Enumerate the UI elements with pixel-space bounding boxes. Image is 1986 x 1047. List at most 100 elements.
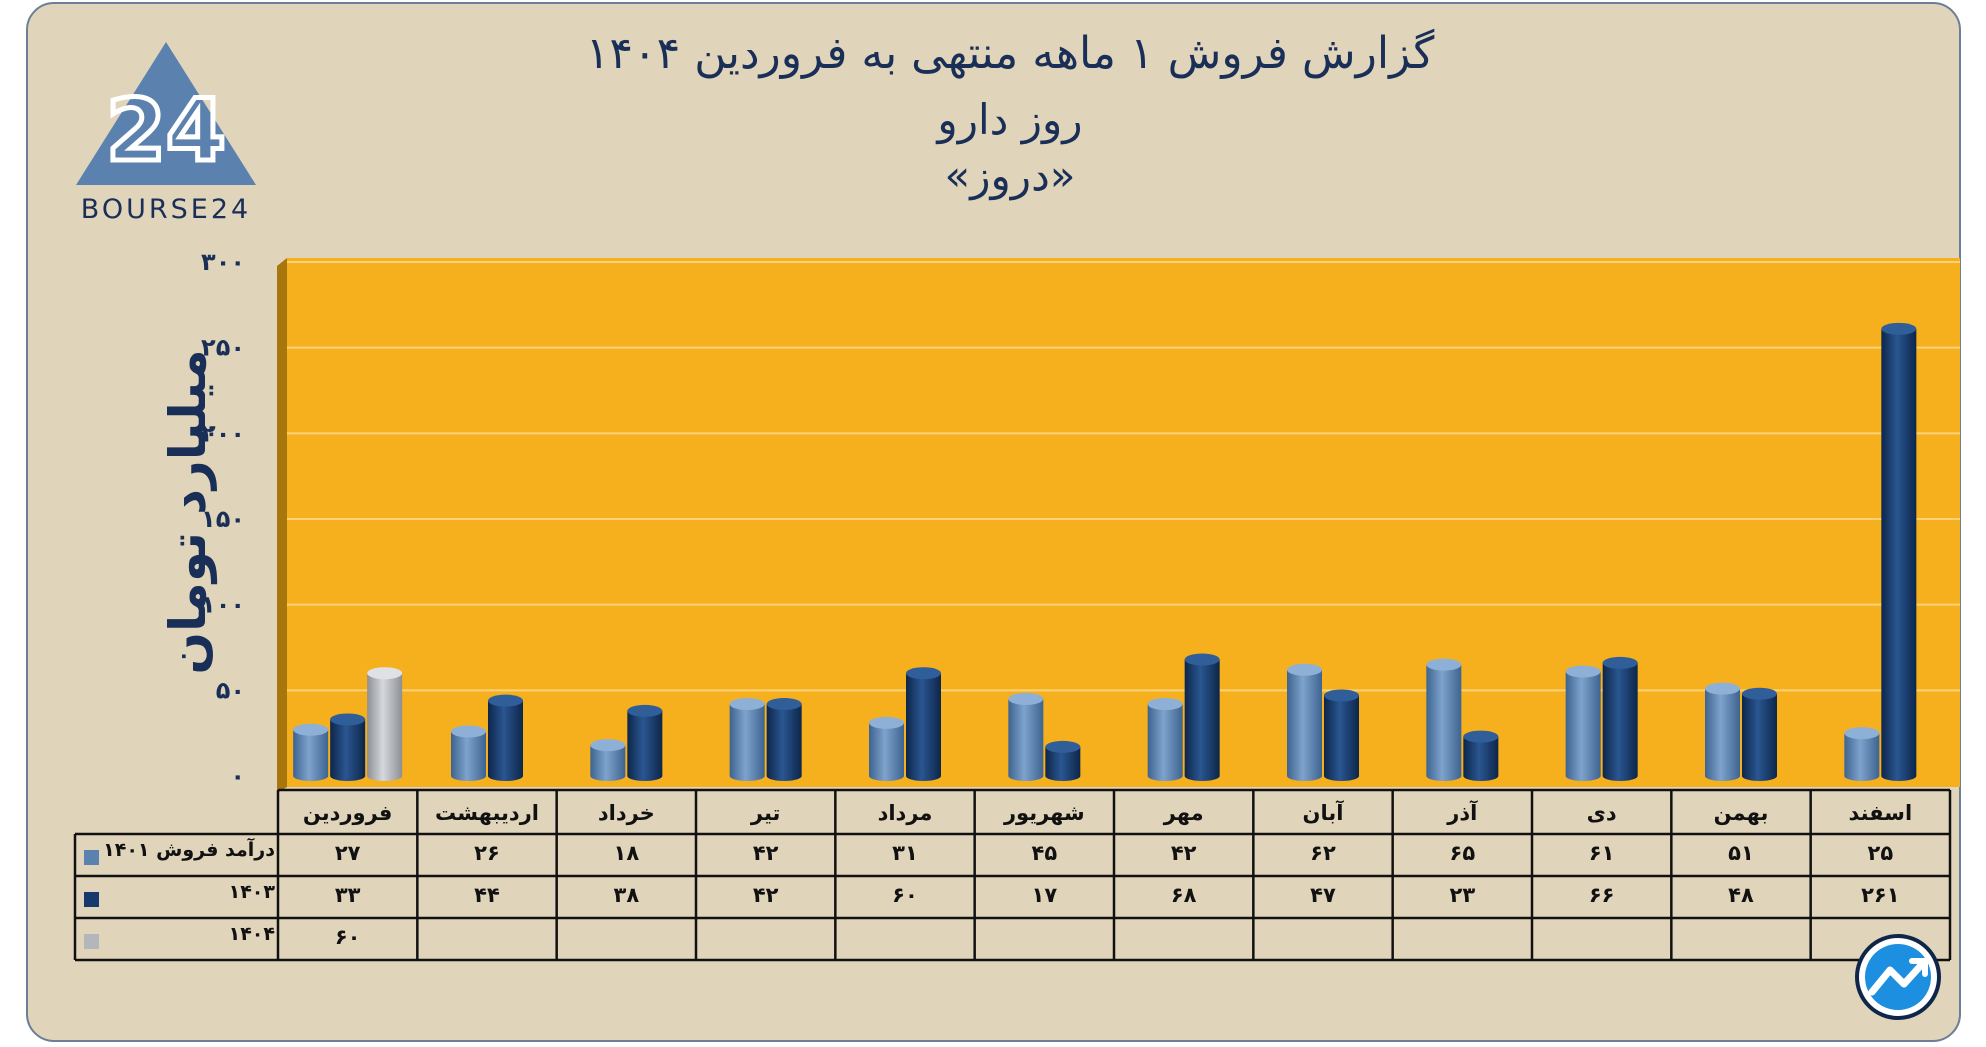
title-line-1: گزارش فروش ۱ ماهه منتهی به فروردین ۱۴۰۴ (586, 28, 1435, 79)
bar-cap (869, 716, 904, 729)
bar-base (766, 771, 802, 781)
bar-base (1426, 771, 1462, 781)
bar (1426, 664, 1462, 776)
y-tick-label: ۱۰۰ (201, 591, 245, 619)
bar-cap (1184, 653, 1220, 666)
category-label: فروردین (303, 801, 393, 825)
bar (1463, 736, 1499, 776)
bar-cap (1565, 665, 1601, 678)
bar-cap (1287, 663, 1322, 676)
bar-cap (330, 713, 366, 726)
bar-base (488, 771, 523, 781)
data-label: ۲۵ (1868, 841, 1894, 865)
logo-mark: 24 (106, 81, 226, 181)
data-label: ۶۰ (892, 883, 918, 907)
logo: 24 BOURSE24 (76, 42, 256, 225)
data-label: ۴۴ (474, 883, 500, 907)
bar-base (293, 771, 329, 781)
logo-text: BOURSE24 (81, 194, 251, 225)
bar-cap (1045, 740, 1081, 753)
bar (1844, 733, 1880, 776)
logo-triangle-icon (76, 42, 256, 185)
bar-cap (766, 698, 802, 711)
data-label: ۶۲ (1310, 841, 1336, 865)
legend-entry: ۱۴۰۳ (229, 881, 276, 903)
category-label: اردیبهشت (435, 801, 539, 825)
bar-cap (729, 698, 765, 711)
bar (1881, 328, 1917, 776)
bar-cap (1844, 727, 1880, 740)
data-label: ۳۳ (335, 883, 361, 907)
bar-base (1184, 771, 1220, 781)
bar-base (1881, 771, 1917, 781)
trend-chart-icon (1855, 934, 1941, 1020)
bar-base (590, 771, 626, 781)
bar (869, 722, 904, 776)
y-tick-label: ۲۵۰ (201, 334, 245, 362)
bar-cap (451, 725, 486, 738)
data-label: ۶۱ (1589, 841, 1615, 865)
data-label: ۱۸ (614, 841, 640, 865)
plot-background (287, 258, 1960, 787)
bar-base (906, 771, 941, 781)
data-label: ۴۲ (753, 841, 779, 865)
title-line-3: «دروز» (945, 151, 1076, 200)
bar-cap (488, 694, 523, 707)
data-label: ۶۰ (335, 925, 361, 949)
bar (1565, 671, 1601, 776)
bar-cap (1602, 656, 1638, 669)
legend-entry: درآمد فروش ۱۴۰۱ (103, 837, 275, 861)
bar (451, 731, 486, 776)
bar-base (869, 771, 904, 781)
category-label: تیر (750, 801, 781, 825)
bar-base (1742, 771, 1777, 781)
bar-cap (1742, 687, 1777, 700)
bar-base (1602, 771, 1638, 781)
bar-cap (1463, 730, 1499, 743)
category-label: مرداد (878, 801, 933, 825)
y-tick-label: ۱۵۰ (201, 505, 245, 533)
bar-cap (1705, 682, 1740, 695)
bar (1008, 698, 1044, 776)
bar-base (1008, 771, 1044, 781)
data-label: ۳۱ (892, 841, 918, 865)
bar (729, 704, 765, 776)
bar-cap (590, 739, 626, 752)
bar (1324, 695, 1359, 776)
bar (367, 673, 403, 776)
category-label: اسفند (1848, 801, 1912, 825)
data-label: ۲۶ (474, 841, 500, 865)
data-label: ۴۷ (1310, 883, 1336, 907)
category-label: خرداد (598, 801, 655, 825)
bar-base (451, 771, 486, 781)
data-label: ۴۸ (1728, 883, 1754, 907)
bar (1184, 659, 1220, 776)
category-label: دی (1587, 801, 1617, 825)
bar-base (627, 771, 663, 781)
y-tick-label: ۵۰ (216, 676, 245, 704)
bar-base (1565, 771, 1601, 781)
data-label: ۶۵ (1450, 841, 1476, 865)
data-label: ۱۷ (1032, 883, 1058, 907)
bar-base (1147, 771, 1183, 781)
data-label: ۲۷ (335, 841, 361, 865)
y-axis-label: میلیارد تومان (159, 349, 218, 674)
bar-cap (1324, 689, 1359, 702)
bar (293, 729, 329, 776)
y-tick-labels: ۰ ۵۰ ۱۰۰ ۱۵۰ ۲۰۰ ۲۵۰ ۳۰۰ (201, 248, 245, 790)
plot-side-wall (277, 258, 287, 793)
bar-base (1045, 771, 1081, 781)
bar-base (1463, 771, 1499, 781)
data-label: ۲۳ (1450, 883, 1476, 907)
data-label: ۴۲ (753, 883, 779, 907)
data-label: ۶۸ (1171, 883, 1197, 907)
bar-cap (367, 667, 403, 680)
bar-cap (1426, 658, 1462, 671)
data-label: ۴۲ (1171, 841, 1197, 865)
category-label: آبان (1303, 800, 1345, 825)
category-label: آذر (1446, 800, 1478, 825)
bar (1287, 669, 1322, 776)
category-label: شهریور (1003, 801, 1085, 825)
data-label: ۳۸ (614, 883, 640, 907)
bar-base (1844, 771, 1880, 781)
